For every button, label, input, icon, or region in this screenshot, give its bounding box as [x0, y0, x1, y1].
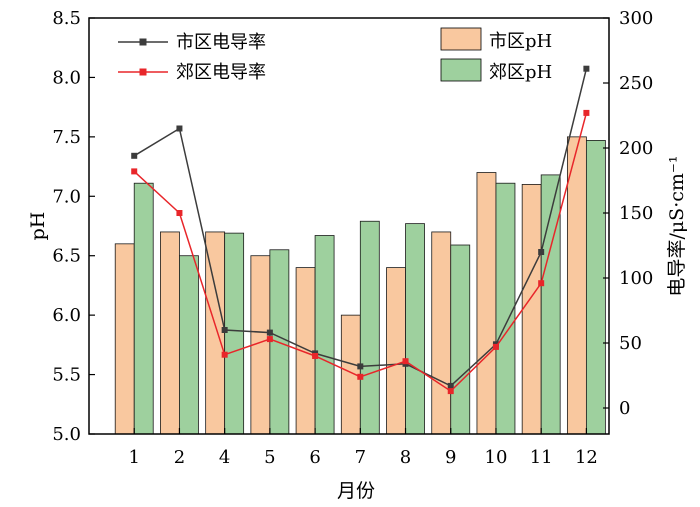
- y-tick-label-7.5: 7.5: [52, 127, 81, 148]
- x-tick-label-1: 1: [128, 447, 139, 468]
- legend-lines: 市区电导率 郊区电导率: [118, 32, 266, 83]
- y2-tick-label-200: 200: [619, 138, 653, 159]
- y-axis-title: pH: [27, 212, 49, 241]
- axes-layer: 5.0 5.5 6.0 6.5 7.0 7.5 8.0 8.5 0 50 100 150 200 250 3…: [52, 8, 653, 468]
- point-suburban-conductivity-6: [312, 353, 319, 359]
- bar-urban-ph-11: [521, 183, 542, 435]
- bar-suburban-ph-12: [585, 140, 606, 435]
- y-tick-label-5.5: 5.5: [52, 365, 81, 386]
- y2-tick-label-150: 150: [619, 203, 653, 224]
- x-tick-label-11: 11: [530, 447, 553, 468]
- point-suburban-conductivity-8: [402, 358, 409, 365]
- y2-tick-label-50: 50: [619, 333, 642, 354]
- x-tick-label-10: 10: [485, 447, 508, 468]
- point-urban-conductivity-1: [131, 152, 138, 159]
- bars-layer: [114, 136, 606, 435]
- bar-suburban-ph-6: [314, 235, 335, 435]
- y-tick-label-8.0: 8.0: [52, 67, 81, 88]
- point-suburban-conductivity-1: [131, 168, 138, 175]
- point-urban-conductivity-9: [447, 382, 454, 389]
- lines-layer: [131, 65, 590, 395]
- bar-suburban-ph-4: [224, 232, 245, 435]
- point-urban-conductivity-2: [176, 125, 183, 132]
- y2-tick-label-0: 0: [619, 398, 630, 419]
- bar-suburban-ph-9: [450, 244, 471, 435]
- point-suburban-conductivity-11: [538, 280, 545, 287]
- plot-frame: [88, 17, 610, 435]
- y2-axis-title: 电导率/μS·cm⁻¹: [666, 155, 688, 296]
- x-tick-label-7: 7: [355, 447, 366, 468]
- point-urban-conductivity-11: [538, 249, 545, 255]
- point-suburban-conductivity-5: [266, 336, 273, 343]
- x-tick-label-6: 6: [309, 447, 320, 468]
- x-axis-title: 月份: [337, 480, 375, 502]
- x-tick-label-9: 9: [445, 447, 456, 468]
- point-urban-conductivity-12: [583, 65, 590, 72]
- point-suburban-conductivity-12: [583, 109, 590, 116]
- x-tick-label-12: 12: [575, 447, 598, 468]
- bar-urban-ph-9: [431, 231, 452, 435]
- x-tick-label-5: 5: [264, 447, 275, 468]
- y-tick-label-7.0: 7.0: [52, 186, 81, 207]
- legend-label-urban-conductivity: 市区电导率: [176, 32, 266, 53]
- legend-label-suburban-conductivity: 郊区电导率: [176, 62, 266, 83]
- legend-swatch-urban-ph: [440, 27, 482, 51]
- point-suburban-conductivity-2: [176, 210, 183, 216]
- x-tick-label-2: 2: [174, 447, 185, 468]
- point-suburban-conductivity-9: [447, 388, 454, 395]
- y2-tick-label-300: 300: [619, 8, 653, 29]
- bar-suburban-ph-8: [405, 223, 425, 435]
- x-tick-label-8: 8: [400, 447, 411, 468]
- point-urban-conductivity-4: [221, 327, 228, 333]
- y-tick-label-6.0: 6.0: [52, 305, 81, 326]
- bar-suburban-ph-10: [495, 182, 516, 435]
- point-urban-conductivity-7: [357, 363, 364, 370]
- point-urban-conductivity-5: [266, 329, 273, 336]
- legend-bars: 市区pH 郊区pH: [440, 27, 552, 83]
- bar-urban-ph-12: [566, 136, 587, 435]
- point-suburban-conductivity-10: [492, 343, 499, 350]
- y-tick-label-6.5: 6.5: [52, 246, 81, 267]
- point-suburban-conductivity-7: [357, 373, 364, 380]
- bar-urban-ph-8: [386, 267, 406, 435]
- bar-suburban-ph-2: [179, 255, 199, 435]
- bar-suburban-ph-7: [359, 220, 380, 435]
- legend-label-suburban-ph: 郊区pH: [489, 62, 552, 83]
- bar-urban-ph-2: [160, 231, 180, 435]
- x-tick-label-4: 4: [219, 447, 230, 468]
- legend-marker-suburban-conductivity: [139, 68, 147, 76]
- bar-urban-ph-1: [114, 243, 135, 435]
- legend-swatch-suburban-ph: [440, 58, 482, 82]
- y-tick-label-8.5: 8.5: [52, 8, 81, 29]
- y2-tick-label-100: 100: [619, 268, 653, 289]
- bar-suburban-ph-1: [133, 182, 154, 435]
- bar-urban-ph-10: [476, 172, 497, 435]
- point-suburban-conductivity-4: [221, 351, 228, 358]
- y2-tick-label-250: 250: [619, 73, 653, 94]
- legend-marker-urban-conductivity: [139, 38, 147, 46]
- y-tick-label-5.0: 5.0: [52, 424, 81, 445]
- legend-label-urban-ph: 市区pH: [489, 31, 552, 52]
